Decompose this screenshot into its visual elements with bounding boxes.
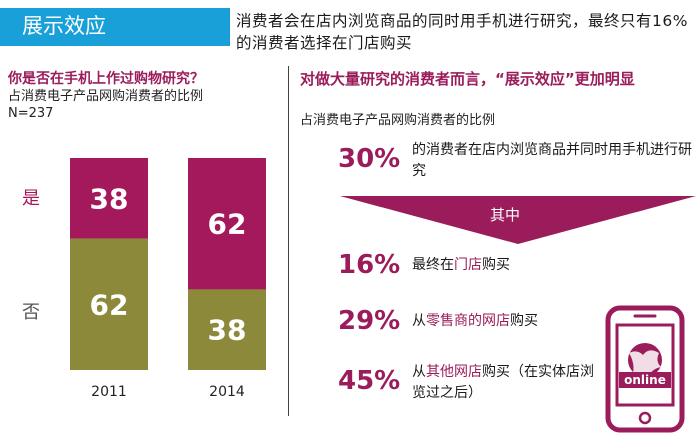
- bar-value-label-2011-no: 62: [90, 288, 129, 321]
- bar-segment-2014-yes: [188, 158, 266, 290]
- right-question: 对做大量研究的消费者而言，“展示效应”更加明显: [300, 70, 635, 88]
- left-subtitle: 占消费电子产品网购消费者的比例: [8, 89, 204, 104]
- stat-pct-other: 45%: [338, 366, 401, 396]
- stat-pct-browse: 30%: [338, 144, 401, 174]
- legend-no: 否: [22, 302, 40, 323]
- bar-value-label-2014-no: 38: [208, 314, 247, 347]
- bar-value-label-2014-yes: 62: [208, 208, 247, 241]
- stat-pct-store: 16%: [338, 250, 401, 280]
- title-banner: [0, 8, 230, 46]
- bar-segment-2011-yes: [70, 158, 148, 239]
- funnel-label: 其中: [490, 206, 521, 224]
- page-title: 展示效应: [22, 14, 106, 38]
- x-tick-label-2014: 2014: [209, 384, 245, 400]
- stat-text-store: 最终在门店购买: [412, 257, 510, 273]
- stat-pct-retailer: 29%: [338, 306, 401, 336]
- phone-online-label: online: [624, 373, 666, 387]
- bar-value-label-2011-yes: 38: [90, 182, 129, 215]
- sample-size: N=237: [8, 106, 54, 121]
- stat-text-retailer: 从零售商的网店购买: [412, 313, 538, 329]
- funnel-arrow: [340, 196, 696, 244]
- column-divider: [288, 66, 289, 416]
- bar-segment-2011-no: [70, 238, 148, 370]
- x-tick-label-2011: 2011: [91, 384, 127, 400]
- bar-segment-2014-no: [188, 289, 266, 370]
- legend-yes: 是: [22, 188, 40, 209]
- right-subtitle: 占消费电子产品网购消费者的比例: [300, 113, 496, 128]
- headline: 消费者会在店内浏览商品的同时用手机进行研究，最终只有16%的消费者选择在门店购买: [236, 12, 688, 52]
- stat-text-browse: 的消费者在店内浏览商品并同时用手机进行研究: [412, 142, 692, 179]
- stacked-bar-chart: 38 62 2011 62 38 2014: [70, 158, 266, 400]
- stat-text-other: 从其他网店购买（在实体店浏览过之后）: [412, 364, 594, 401]
- phone-online-icon: online: [605, 305, 685, 433]
- left-question: 你是否在手机上作过购物研究？: [8, 71, 204, 87]
